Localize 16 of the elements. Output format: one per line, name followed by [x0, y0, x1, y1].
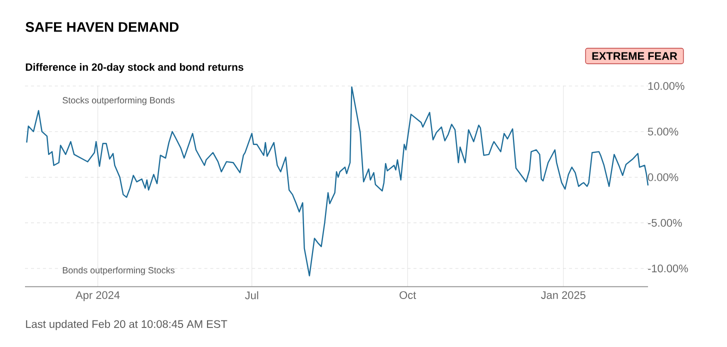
y-tick-label: 10.00% — [648, 82, 684, 90]
annotation: Bonds outperforming Stocks — [62, 266, 174, 276]
y-tick-label: -5.00% — [648, 218, 682, 227]
line-series — [26, 86, 649, 276]
x-tick-label: Oct — [400, 291, 416, 299]
annotation: Stocks outperforming Bonds — [62, 96, 174, 106]
text: EXTREME FEAR — [592, 52, 678, 60]
x-tick-label: Apr 2024 — [76, 291, 120, 302]
y-tick-label: 5.00% — [648, 128, 678, 136]
chart-title: SAFE HAVEN DEMAND — [26, 22, 179, 32]
y-tick-label: -10.00% — [648, 264, 688, 272]
x-tick-label: Jan 2025 — [540, 291, 586, 299]
x-tick-label: Jul — [245, 291, 258, 300]
text: Last updated Feb 20 at 10:08:45 AM EST — [26, 320, 228, 330]
chart-subtitle: Difference in 20-day stock and bond returns — [26, 63, 244, 73]
y-tick-label: 0.00% — [648, 173, 678, 182]
